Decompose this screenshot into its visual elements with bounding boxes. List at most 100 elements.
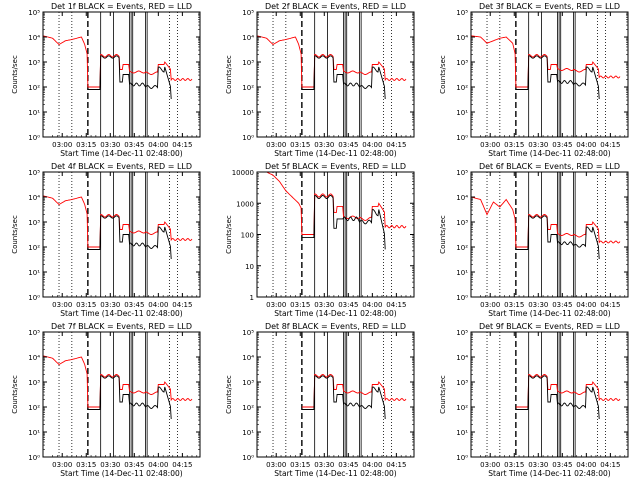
x-tick-label: 03:45 — [338, 301, 358, 309]
plot-frame — [256, 171, 415, 298]
x-tick-label: 04:15 — [386, 461, 406, 469]
x-axis-label: Start Time (14-Dec-11 02:48:00) — [274, 149, 396, 158]
events-series-line — [87, 375, 172, 420]
y-tick-label: 10¹ — [28, 109, 40, 117]
x-tick-label: 03:15 — [504, 301, 524, 309]
x-tick-label: 03:15 — [504, 461, 524, 469]
x-tick-label: 03:45 — [124, 301, 144, 309]
x-tick-label: 04:15 — [386, 141, 406, 149]
lld-series-line — [42, 355, 193, 408]
lld-series-line — [257, 171, 407, 235]
x-axis-label: Start Time (14-Dec-11 02:48:00) — [274, 309, 396, 318]
y-tick-label: 10³ — [28, 59, 40, 67]
y-tick-label: 10⁵ — [456, 169, 468, 177]
lld-series-line — [470, 196, 621, 248]
y-tick-label: 10⁰ — [28, 134, 40, 142]
y-tick-label: 10⁴ — [28, 354, 40, 362]
x-tick-label: 04:15 — [172, 301, 192, 309]
events-series-line — [515, 375, 600, 420]
y-tick-label: 10⁵ — [456, 329, 468, 337]
x-tick-label: 04:00 — [148, 461, 168, 469]
x-axis-label: Start Time (14-Dec-11 02:48:00) — [488, 309, 610, 318]
y-tick-label: 10 — [245, 263, 254, 271]
y-axis-label: Counts/sec — [225, 55, 233, 94]
chart-panel-1: 10⁰ 10¹ 10² 10³ 10⁴ 10⁵ 03:00 03:15 03:30 03:45 04… — [11, 2, 201, 158]
y-tick-label: 10² — [456, 84, 468, 92]
y-tick-label: 10² — [456, 244, 468, 252]
events-series-line — [87, 215, 172, 260]
plot-frame — [42, 11, 201, 138]
y-tick-label: 10⁵ — [242, 329, 254, 337]
y-tick-label: 10¹ — [28, 269, 40, 277]
x-tick-label: 04:15 — [172, 141, 192, 149]
y-tick-label: 10² — [242, 404, 254, 412]
y-tick-label: 10⁰ — [242, 454, 254, 462]
events-series-line — [515, 215, 600, 260]
y-tick-label: 10³ — [242, 379, 254, 387]
panel-title: Det 4f BLACK = Events, RED = LLD — [51, 162, 192, 171]
y-axis-label: Counts/sec — [11, 55, 19, 94]
panel-title: Det 6f BLACK = Events, RED = LLD — [479, 162, 620, 171]
x-tick-label: 04:00 — [362, 301, 382, 309]
plot-frame — [470, 331, 629, 458]
y-axis-label: Counts/sec — [225, 375, 233, 414]
y-tick-label: 10⁵ — [242, 9, 254, 17]
x-axis-label: Start Time (14-Dec-11 02:48:00) — [60, 149, 182, 158]
y-tick-label: 10⁰ — [242, 134, 254, 142]
x-tick-label: 03:45 — [124, 461, 144, 469]
x-tick-label: 04:00 — [576, 461, 596, 469]
x-tick-label: 03:45 — [338, 461, 358, 469]
y-tick-label: 10⁴ — [456, 194, 468, 202]
x-tick-label: 03:00 — [266, 301, 286, 309]
x-tick-label: 03:30 — [314, 141, 334, 149]
x-tick-label: 03:30 — [314, 301, 334, 309]
panel-title: Det 1f BLACK = Events, RED = LLD — [51, 2, 192, 11]
x-tick-label: 04:15 — [600, 461, 620, 469]
panel-title: Det 2f BLACK = Events, RED = LLD — [265, 2, 406, 11]
x-tick-label: 03:30 — [100, 141, 120, 149]
events-series-line — [301, 55, 386, 100]
y-tick-label: 10² — [456, 404, 468, 412]
y-tick-label: 10⁴ — [456, 34, 468, 42]
y-axis-label: Counts/sec — [11, 215, 19, 254]
x-axis-label: Start Time (14-Dec-11 02:48:00) — [60, 309, 182, 318]
x-tick-label: 04:15 — [600, 141, 620, 149]
events-series-line — [301, 375, 386, 420]
plot-frame — [42, 331, 201, 458]
lld-series-line — [256, 35, 407, 88]
y-tick-label: 10⁵ — [28, 9, 40, 17]
y-tick-label: 10⁴ — [242, 354, 254, 362]
lld-series-line — [470, 35, 621, 88]
events-series-line — [301, 194, 386, 250]
y-axis-label: Counts/sec — [11, 375, 19, 414]
x-axis-label: Start Time (14-Dec-11 02:48:00) — [274, 469, 396, 478]
y-tick-label: 10¹ — [242, 429, 254, 437]
x-tick-label: 03:30 — [314, 461, 334, 469]
chart-panel-9: 10⁰ 10¹ 10² 10³ 10⁴ 10⁵ 03:00 03:15 03:30 03:45 04… — [439, 322, 629, 478]
x-tick-label: 03:45 — [124, 141, 144, 149]
y-tick-label: 10³ — [28, 379, 40, 387]
x-tick-label: 03:00 — [480, 301, 500, 309]
x-tick-label: 03:30 — [528, 301, 548, 309]
x-tick-label: 03:45 — [338, 141, 358, 149]
chart-panel-8: 10⁰ 10¹ 10² 10³ 10⁴ 10⁵ 03:00 03:15 03:30 03:45 04… — [225, 322, 415, 478]
y-tick-label: 10¹ — [456, 109, 468, 117]
x-tick-label: 03:45 — [552, 461, 572, 469]
x-tick-label: 04:00 — [576, 141, 596, 149]
chart-panel-5: 1 10 100 1000 10000 03:00 03:15 03:30 03:45 04:00… — [225, 162, 415, 318]
y-tick-label: 10³ — [456, 59, 468, 67]
plot-frame — [470, 171, 629, 298]
y-tick-label: 1 — [250, 294, 254, 302]
y-tick-label: 10² — [242, 84, 254, 92]
y-tick-label: 10⁰ — [456, 454, 468, 462]
x-axis-label: Start Time (14-Dec-11 02:48:00) — [488, 469, 610, 478]
x-tick-label: 03:15 — [290, 141, 310, 149]
y-tick-label: 10⁴ — [456, 354, 468, 362]
x-tick-label: 03:00 — [480, 461, 500, 469]
x-tick-label: 03:00 — [52, 301, 72, 309]
x-tick-label: 03:15 — [76, 141, 96, 149]
panel-title: Det 5f BLACK = Events, RED = LLD — [265, 162, 406, 171]
x-tick-label: 03:00 — [52, 141, 72, 149]
x-tick-label: 03:30 — [528, 461, 548, 469]
lld-series-line — [301, 373, 407, 408]
